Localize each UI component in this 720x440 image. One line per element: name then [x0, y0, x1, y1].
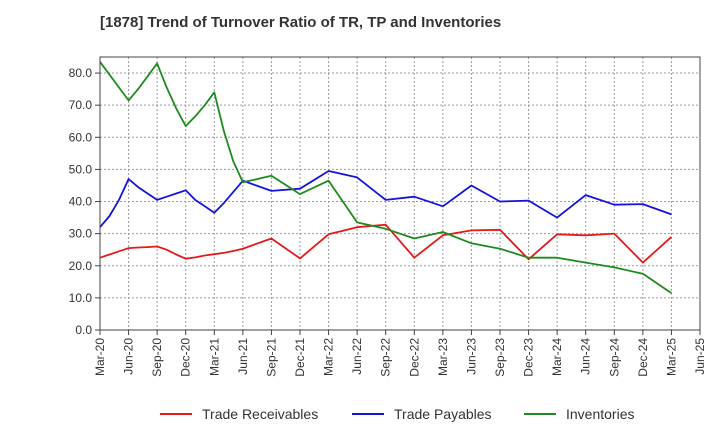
x-tick-label: Sep-20 [150, 338, 164, 377]
x-tick-label: Sep-23 [493, 338, 507, 377]
legend: Trade Receivables Trade Payables Invento… [0, 404, 720, 424]
x-tick-label: Sep-22 [379, 338, 393, 377]
x-tick-label: Dec-21 [293, 338, 307, 377]
x-tick-label: Mar-21 [207, 338, 221, 376]
x-tick-label: Jun-23 [464, 338, 478, 375]
x-tick-label: Jun-21 [236, 338, 250, 375]
x-tick-label: Sep-21 [264, 338, 278, 377]
legend-label-trade-payables: Trade Payables [394, 406, 492, 422]
y-tick-label: 0.0 [75, 323, 92, 337]
x-tick-label: Dec-20 [179, 338, 193, 377]
x-tick-label: Jun-25 [693, 338, 707, 375]
series-line-trade-receivables [99, 223, 673, 264]
y-tick-label: 20.0 [69, 259, 93, 273]
x-tick-label: Mar-24 [550, 338, 564, 376]
legend-swatch-trade-receivables [160, 413, 192, 415]
series-layer [99, 61, 673, 294]
legend-swatch-trade-payables [352, 413, 384, 415]
legend-item-inventories: Inventories [524, 404, 634, 424]
y-axis: 0.0 10.0 20.0 30.0 40.0 50.0 60.0 70.0 80.0 [69, 66, 100, 337]
y-tick-label: 10.0 [69, 291, 93, 305]
y-tick-label: 60.0 [69, 130, 93, 144]
x-tick-label: Mar-25 [664, 338, 678, 376]
x-tick-label: Mar-20 [93, 338, 107, 376]
y-tick-label: 30.0 [69, 227, 93, 241]
x-tick-label: Mar-23 [436, 338, 450, 376]
y-tick-label: 70.0 [69, 98, 93, 112]
x-tick-label: Dec-23 [522, 338, 536, 377]
y-tick-label: 80.0 [69, 66, 93, 80]
y-tick-label: 50.0 [69, 162, 93, 176]
chart-title: [1878] Trend of Turnover Ratio of TR, TP… [100, 14, 502, 31]
x-tick-label: Sep-24 [607, 338, 621, 377]
x-axis: Mar-20 Jun-20 Sep-20 Dec-20 Mar-21 Jun-21 Sep-… [93, 330, 707, 377]
x-tick-label: Jun-24 [579, 338, 593, 375]
x-tick-label: Dec-24 [636, 338, 650, 377]
x-tick-label: Dec-22 [407, 338, 421, 377]
legend-swatch-inventories [524, 413, 556, 415]
y-tick-label: 40.0 [69, 195, 93, 209]
legend-item-trade-payables: Trade Payables [352, 404, 492, 424]
legend-label-inventories: Inventories [566, 406, 635, 422]
series-line-inventories [99, 61, 672, 294]
legend-label-trade-receivables: Trade Receivables [202, 406, 319, 422]
x-tick-label: Mar-22 [322, 338, 336, 376]
x-tick-label: Jun-22 [350, 338, 364, 375]
legend-item-trade-receivables: Trade Receivables [160, 404, 318, 424]
x-tick-label: Jun-20 [122, 338, 136, 375]
plot-frame [99, 56, 701, 331]
